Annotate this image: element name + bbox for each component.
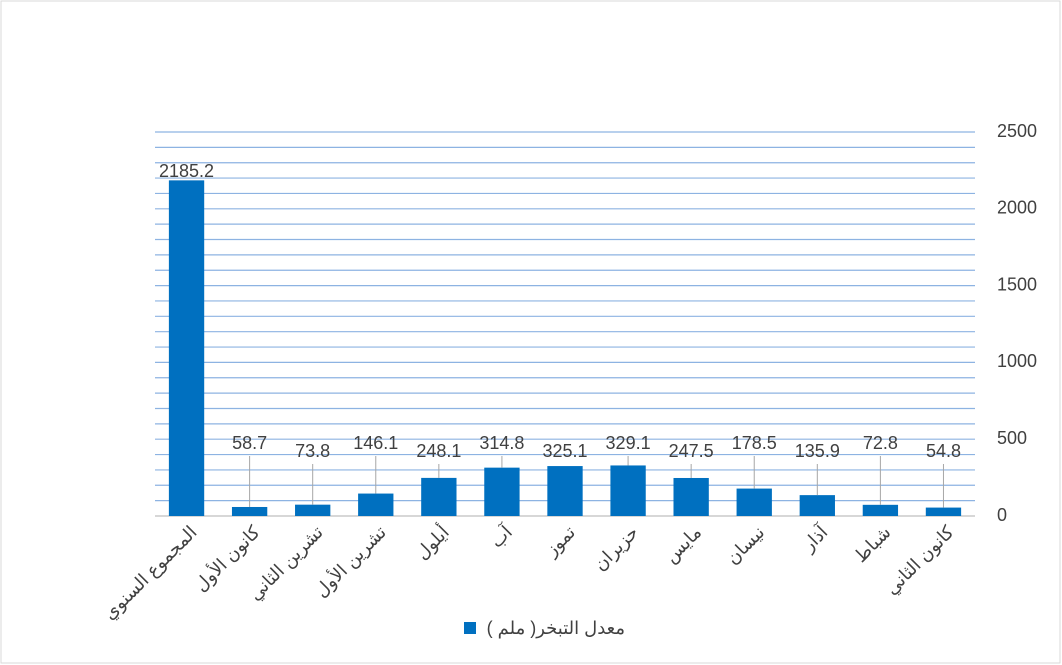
bar [168,180,205,517]
bar [295,504,331,516]
bar [673,477,709,516]
data-label: 248.1 [416,441,461,461]
data-label: 73.8 [295,441,330,461]
y-tick-label: 1500 [997,274,1037,294]
bar [358,493,394,516]
data-label: 178.5 [732,433,777,453]
data-label: 72.8 [863,433,898,453]
data-label: 58.7 [232,433,267,453]
data-label: 314.8 [479,433,524,453]
bar [421,477,457,516]
bar [547,466,583,516]
y-tick-label: 0 [997,505,1007,525]
bar [862,504,899,516]
bar [799,495,835,516]
y-tick-label: 2500 [997,121,1037,141]
y-tick-label: 500 [997,428,1027,448]
bar [610,465,646,516]
data-label: 247.5 [669,441,714,461]
legend-swatch [464,622,476,634]
y-tick-label: 1000 [997,351,1037,371]
data-label: 329.1 [606,433,651,453]
data-label: 2185.2 [159,161,214,181]
bar [484,467,520,516]
legend-label: معدل التبخر( ملم ) [487,618,625,639]
bar [231,506,268,516]
data-label: 325.1 [542,441,587,461]
data-label: 54.8 [926,441,961,461]
data-label: 135.9 [795,441,840,461]
bar [736,488,772,516]
y-tick-label: 2000 [997,198,1037,218]
bar [925,507,962,516]
data-label: 146.1 [353,433,398,453]
